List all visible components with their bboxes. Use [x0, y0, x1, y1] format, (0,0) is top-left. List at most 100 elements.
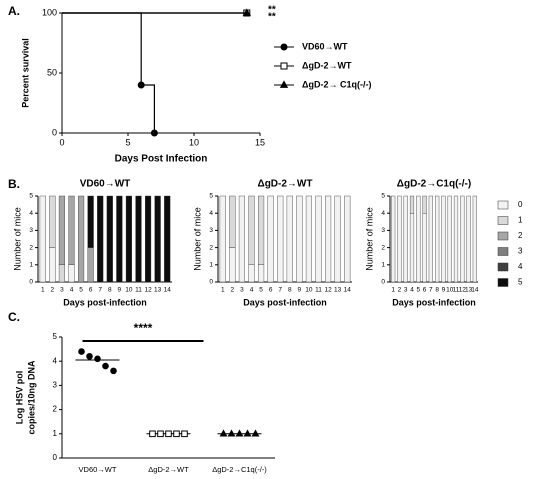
x-tick-label: 5 [125, 137, 130, 147]
legend-swatch [497, 200, 509, 210]
y-axis-label: Log HSV pol [14, 371, 24, 425]
x-tick-label: 9 [298, 287, 302, 294]
chart-title: VD60→WT [80, 179, 131, 190]
bar-segment [68, 264, 75, 283]
bar-segment [229, 247, 236, 283]
marker [150, 129, 158, 137]
survival-line [62, 12, 155, 133]
x-tick-label: 3 [240, 287, 244, 294]
y-tick-label: 5 [381, 193, 385, 200]
y-tick-label: 1 [53, 429, 58, 438]
bar-segment [229, 195, 236, 248]
legend-label: ΔgD-2→WT [302, 60, 352, 70]
bar-segment [428, 195, 433, 283]
marker [102, 362, 109, 370]
y-tick-label: 1 [381, 262, 385, 269]
y-tick-label: 2 [53, 405, 58, 414]
bar-segment [144, 195, 152, 283]
marker [86, 353, 93, 360]
x-tick-label: 2 [51, 287, 55, 294]
x-tick-label: 5 [259, 287, 263, 294]
x-tick-label: 2 [231, 287, 235, 294]
x-axis-label: Days post-infection [243, 297, 327, 307]
y-tick-label: 3 [29, 227, 33, 234]
legend-marker [280, 43, 288, 51]
bar-segment [219, 195, 226, 283]
x-tick-label: 10 [189, 137, 199, 147]
bar-segment [39, 195, 46, 283]
legend-label: 0 [518, 200, 523, 209]
significance-label: **** [134, 321, 153, 335]
y-axis-label: copies/10ng DNA [26, 360, 36, 435]
marker [219, 429, 228, 437]
bar-segment [164, 195, 171, 283]
x-tick-label: ΔgD-2→C1q(-/-) [212, 465, 267, 474]
bar-segment [58, 264, 66, 283]
x-tick-label: 6 [89, 287, 93, 294]
x-tick-label: 1 [41, 287, 45, 294]
x-tick-label: 9 [118, 287, 122, 294]
x-tick-label: 7 [98, 287, 102, 294]
x-tick-label: 9 [442, 287, 446, 294]
x-tick-label: 10 [446, 287, 454, 294]
bar-segment [258, 195, 265, 266]
y-tick-label: 0 [52, 127, 57, 137]
x-axis-label: Days Post Infection [115, 154, 208, 165]
legend-label: ΔgD-2→ C1q(-/-) [302, 79, 371, 89]
bar-segment [267, 195, 274, 283]
x-tick-label: VD60→WT [79, 465, 117, 474]
bar-segment [258, 264, 265, 283]
marker [165, 430, 172, 438]
bar-segment [422, 195, 427, 214]
bar-segment [325, 195, 332, 283]
bar-segment [397, 195, 402, 283]
x-tick-label: 14 [471, 287, 479, 294]
marker [235, 429, 244, 437]
bar-segment [422, 212, 427, 283]
marker [78, 348, 85, 355]
chart-title: ΔgD-2→WT [258, 179, 313, 190]
x-tick-label: 13 [465, 287, 473, 294]
x-tick-label: 15 [255, 137, 265, 147]
x-tick-label: 0 [59, 137, 64, 147]
legend-swatch [497, 247, 509, 256]
x-tick-label: 11 [135, 287, 142, 294]
bar-segment [409, 212, 415, 283]
bar-segment [106, 195, 113, 283]
marker [243, 429, 252, 437]
bar-segment [334, 195, 341, 283]
bar-segment [296, 195, 303, 283]
legend-swatch [497, 262, 509, 272]
x-tick-label: 8 [435, 287, 439, 294]
x-tick-label: ΔgD-2→WT [148, 465, 189, 474]
y-tick-label: 2 [209, 244, 213, 251]
bar-segment [403, 195, 408, 283]
bar-segment [344, 195, 351, 283]
marker [227, 429, 236, 437]
legend-label: VD60→WT [302, 41, 348, 51]
bar-segment [238, 195, 246, 283]
legend-swatch [497, 231, 509, 241]
bar-segment [248, 264, 255, 283]
bar-segment [135, 195, 142, 283]
bar-segment [277, 195, 284, 283]
bar-segment [441, 195, 446, 283]
y-tick-label: 0 [381, 279, 385, 286]
y-tick-label: 0 [53, 453, 58, 462]
chart-title: ΔgD-2→C1q(-/-) [397, 179, 471, 190]
legend-swatch [497, 278, 509, 287]
legend-marker [280, 62, 288, 70]
y-tick-label: 50 [47, 67, 57, 77]
marker [94, 355, 101, 363]
marker [181, 430, 188, 438]
y-axis-label: Number of mice [12, 207, 22, 271]
bar-segment [87, 195, 94, 248]
bar-segment [391, 195, 396, 283]
bar-segment [315, 195, 322, 283]
bar-segment [49, 247, 56, 283]
x-axis-label: Days post-infection [63, 297, 147, 307]
y-tick-label: 5 [53, 332, 58, 341]
bar-segment [49, 195, 56, 248]
y-tick-label: 0 [209, 279, 213, 286]
x-tick-label: 14 [344, 287, 352, 294]
